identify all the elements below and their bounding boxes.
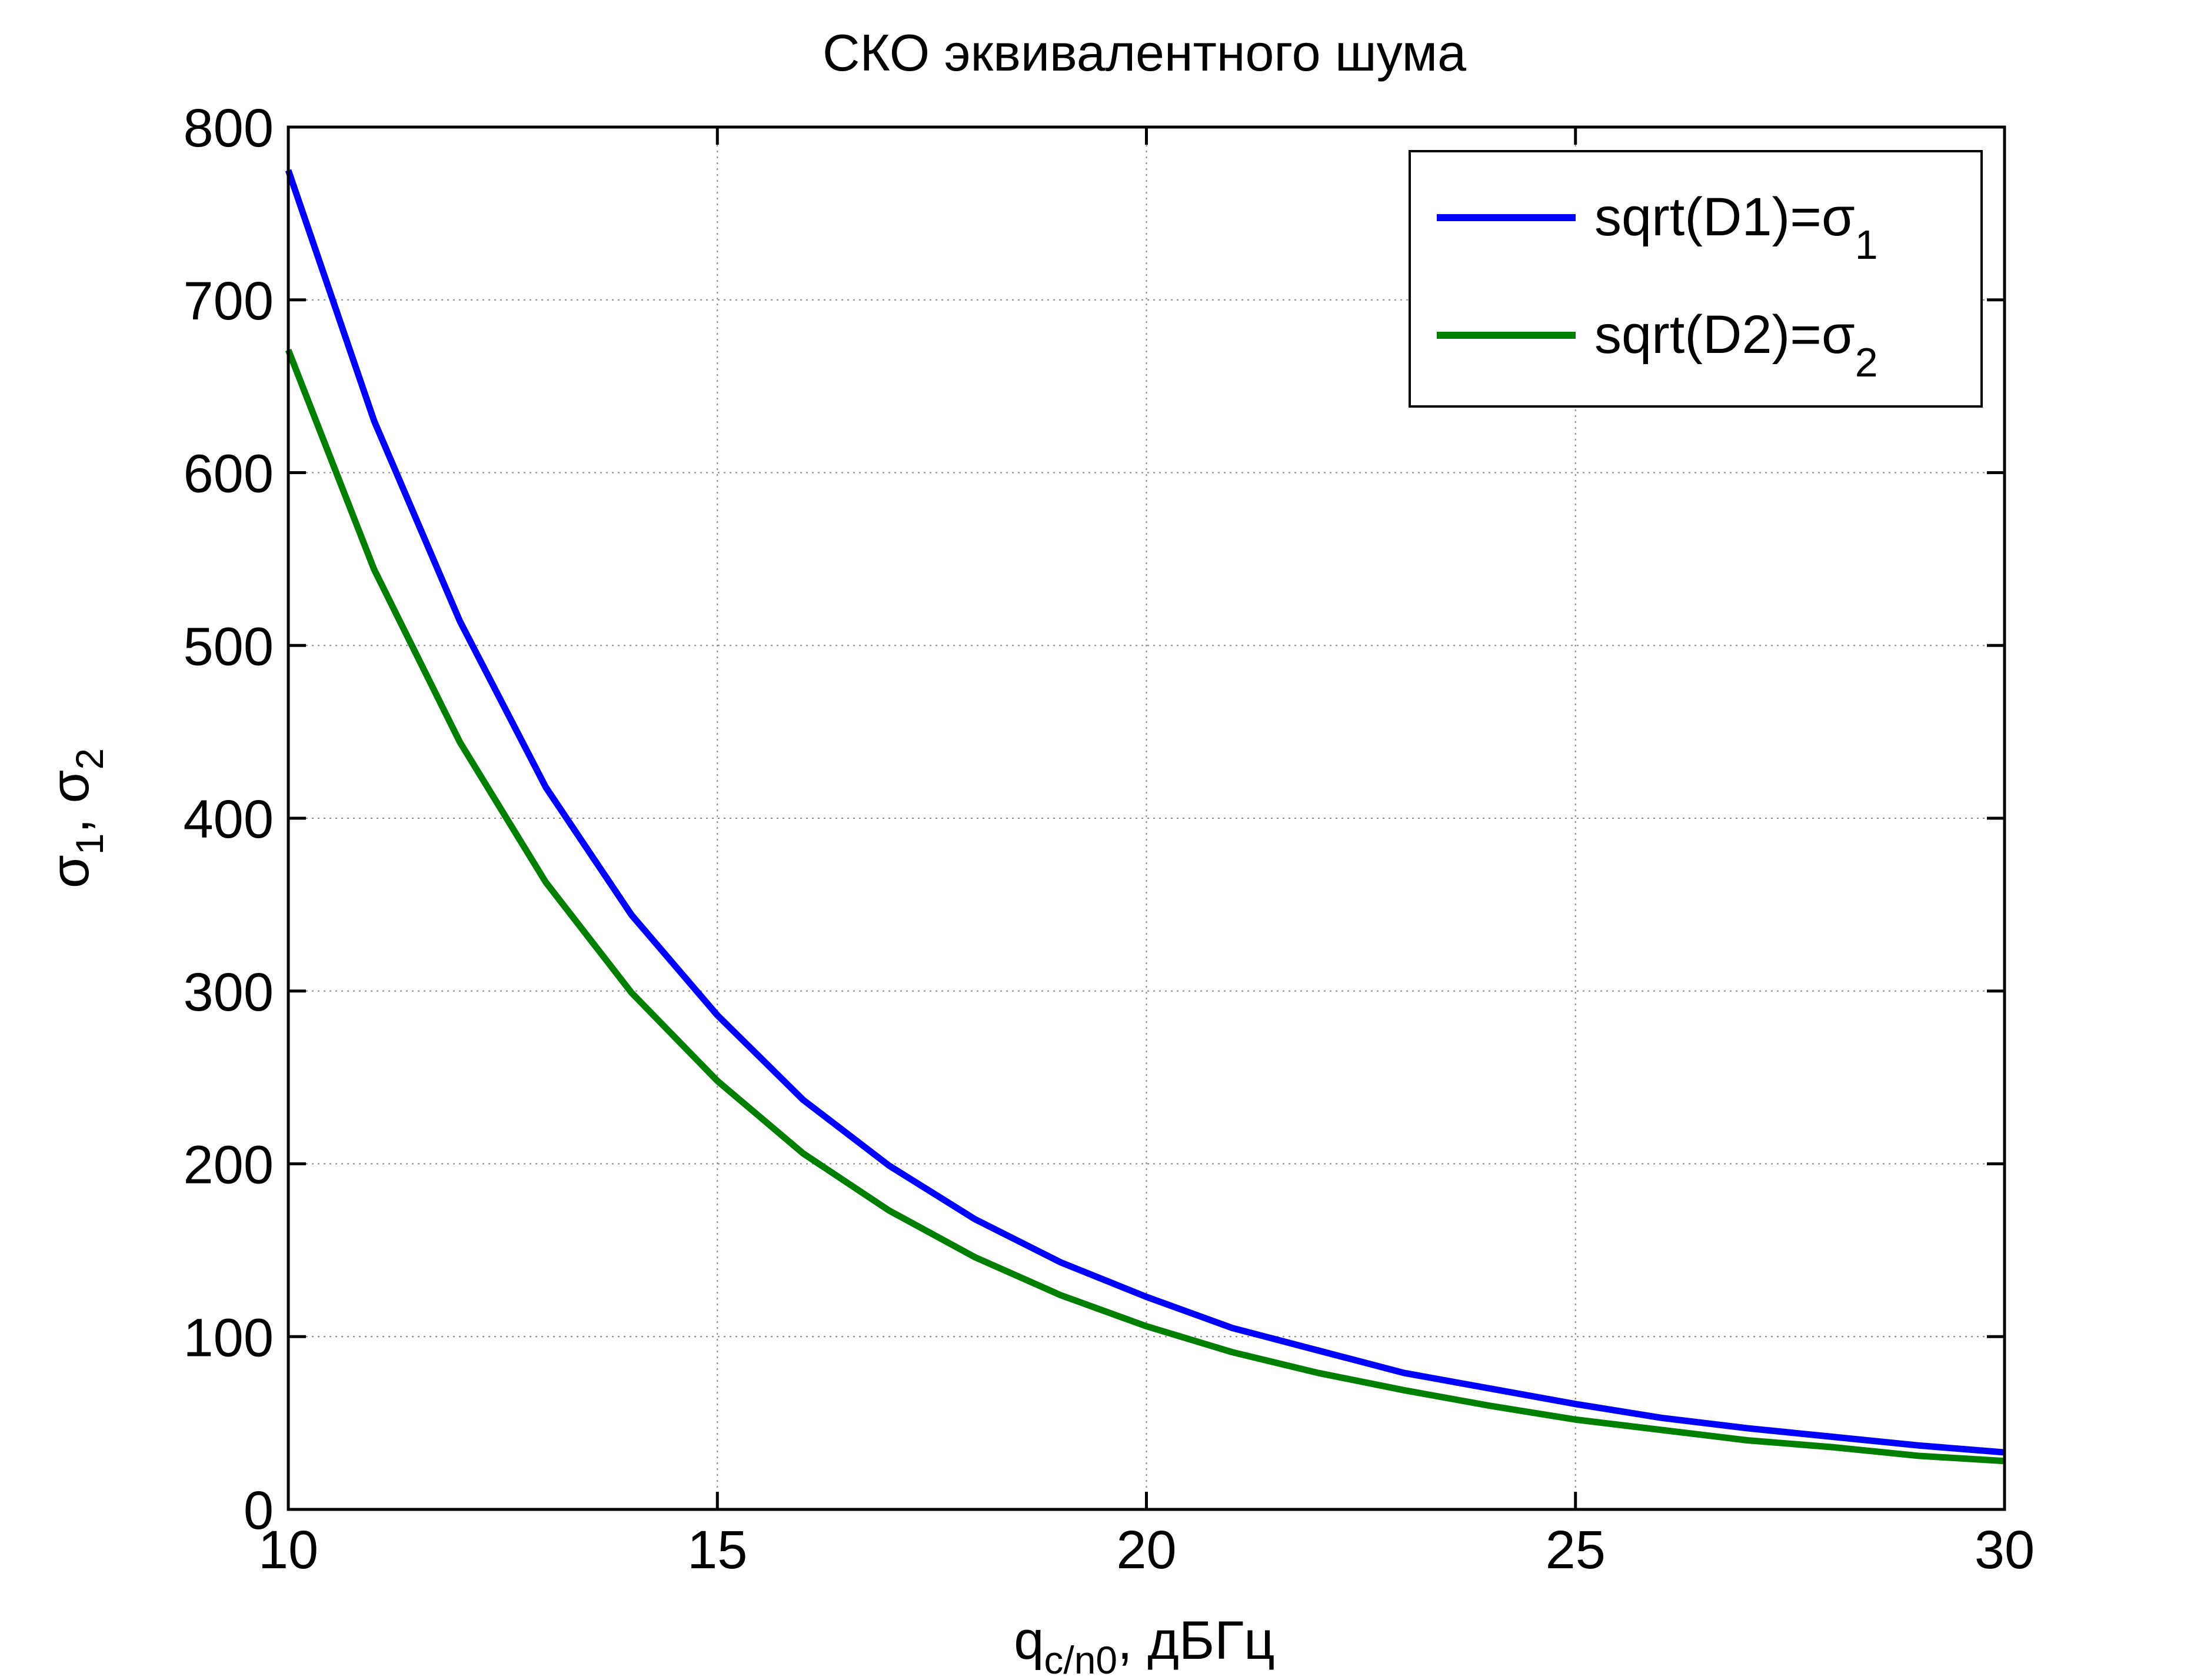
y-tick-label: 400 (184, 789, 274, 849)
y-tick-label: 700 (184, 271, 274, 331)
x-tick-label: 15 (687, 1520, 747, 1580)
x-tick-label: 10 (258, 1520, 318, 1580)
y-tick-label: 300 (184, 962, 274, 1022)
series-line-1 (285, 169, 2005, 1456)
y-tick-label: 0 (244, 1481, 274, 1541)
x-tick-label: 20 (1116, 1520, 1176, 1580)
y-tick-label: 800 (184, 98, 274, 158)
x-tick-label: 25 (1546, 1520, 1606, 1580)
series-lines (285, 169, 2005, 1465)
x-tick-label: 30 (1975, 1520, 2035, 1580)
y-tick-label: 500 (184, 616, 274, 676)
legend-box (1409, 150, 1983, 408)
y-tick-label: 200 (184, 1135, 274, 1195)
series-line-2 (285, 348, 2005, 1465)
x-axis-label: qc/n0, дБГц (1014, 1611, 1275, 1680)
legend-label-1: sqrt(D1)=σ1 (1594, 187, 1878, 268)
legend-label-2: sqrt(D2)=σ2 (1594, 305, 1878, 385)
chart-title: СКО эквивалентного шума (823, 24, 1466, 82)
legend: sqrt(D1)=σ1 sqrt(D2)=σ2 (1409, 150, 1983, 408)
y-tick-label: 100 (184, 1308, 274, 1368)
y-axis-label: σ1, σ2 (40, 748, 111, 888)
y-tick-label: 600 (184, 444, 274, 504)
